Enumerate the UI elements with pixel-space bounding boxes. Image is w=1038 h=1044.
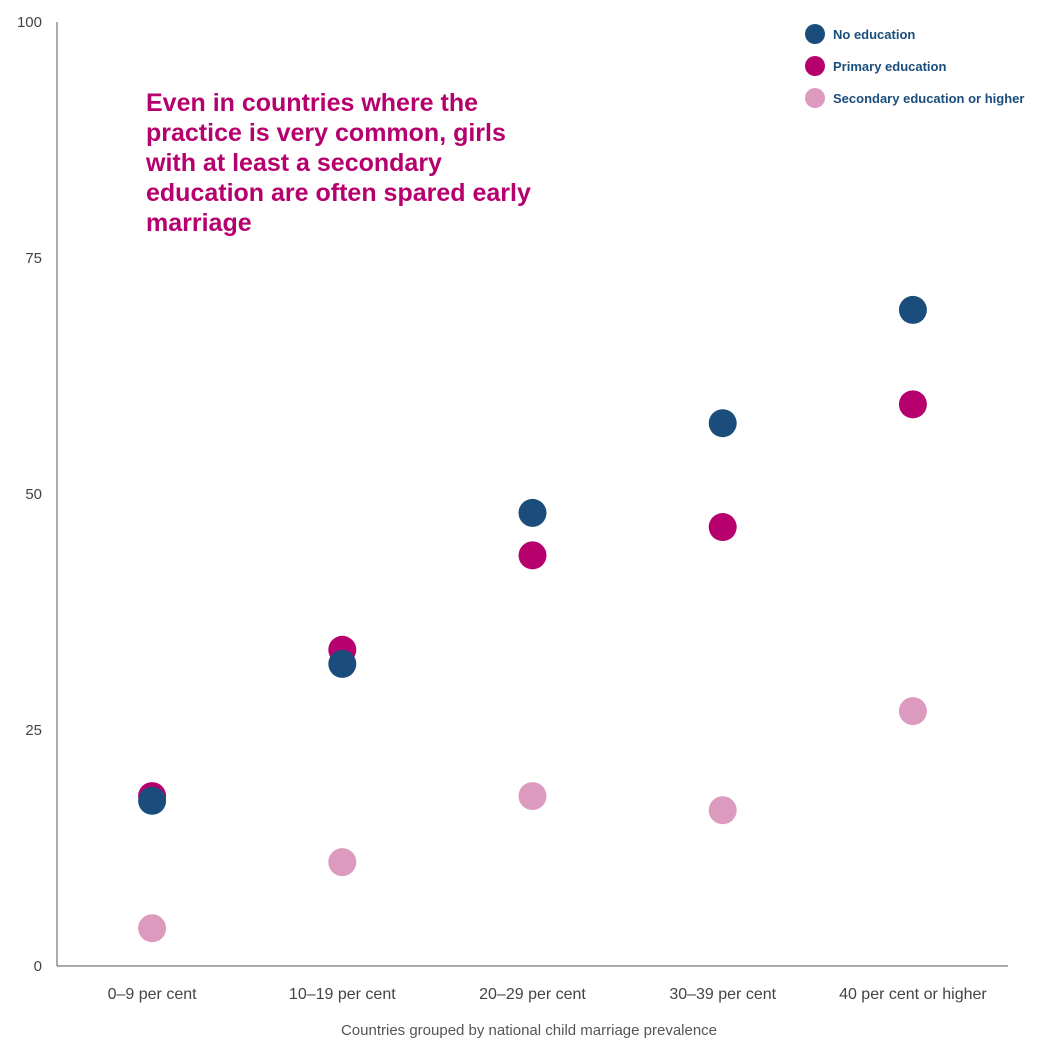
data-point-no-education [328, 649, 357, 678]
x-tick-label: 30–39 per cent [669, 986, 776, 1003]
y-axis-ticks: 0 25 50 75 100 [17, 14, 42, 975]
legend-swatch [805, 56, 825, 76]
data-point-secondary [708, 796, 737, 825]
x-axis-label: Countries grouped by national child marr… [341, 1022, 717, 1039]
y-tick-label: 75 [25, 250, 42, 267]
x-tick-label: 20–29 per cent [479, 986, 586, 1003]
data-point-no-education [518, 498, 547, 527]
legend-swatch [805, 24, 825, 44]
data-point-no-education [898, 295, 927, 324]
data-point-no-education [138, 786, 167, 815]
legend-swatch [805, 88, 825, 108]
y-tick-label: 25 [25, 722, 42, 739]
legend-label: Primary education [833, 59, 946, 74]
legend: No education Primary education Secondary e… [805, 24, 1024, 108]
data-point-secondary [898, 697, 927, 726]
x-tick-label: 10–19 per cent [289, 986, 396, 1003]
x-tick-label: 0–9 per cent [108, 986, 198, 1003]
data-point-primary [518, 541, 547, 570]
x-tick-label: 40 per cent or higher [839, 986, 987, 1003]
y-tick-label: 50 [25, 486, 42, 503]
chart-annotation: Even in countries where the practice is … [146, 89, 531, 237]
data-points [138, 295, 927, 943]
data-point-no-education [708, 409, 737, 438]
legend-label: No education [833, 27, 915, 42]
axes [56, 22, 1008, 967]
data-point-secondary [138, 914, 167, 943]
x-axis-ticks: 0–9 per cent 10–19 per cent 20–29 per cent… [108, 986, 988, 1003]
legend-label: Secondary education or higher [833, 91, 1024, 106]
y-tick-label: 0 [34, 958, 42, 975]
data-point-secondary [518, 782, 547, 811]
data-point-secondary [328, 848, 357, 877]
data-point-primary [898, 390, 927, 419]
y-tick-label: 100 [17, 14, 42, 31]
data-point-primary [708, 513, 737, 542]
